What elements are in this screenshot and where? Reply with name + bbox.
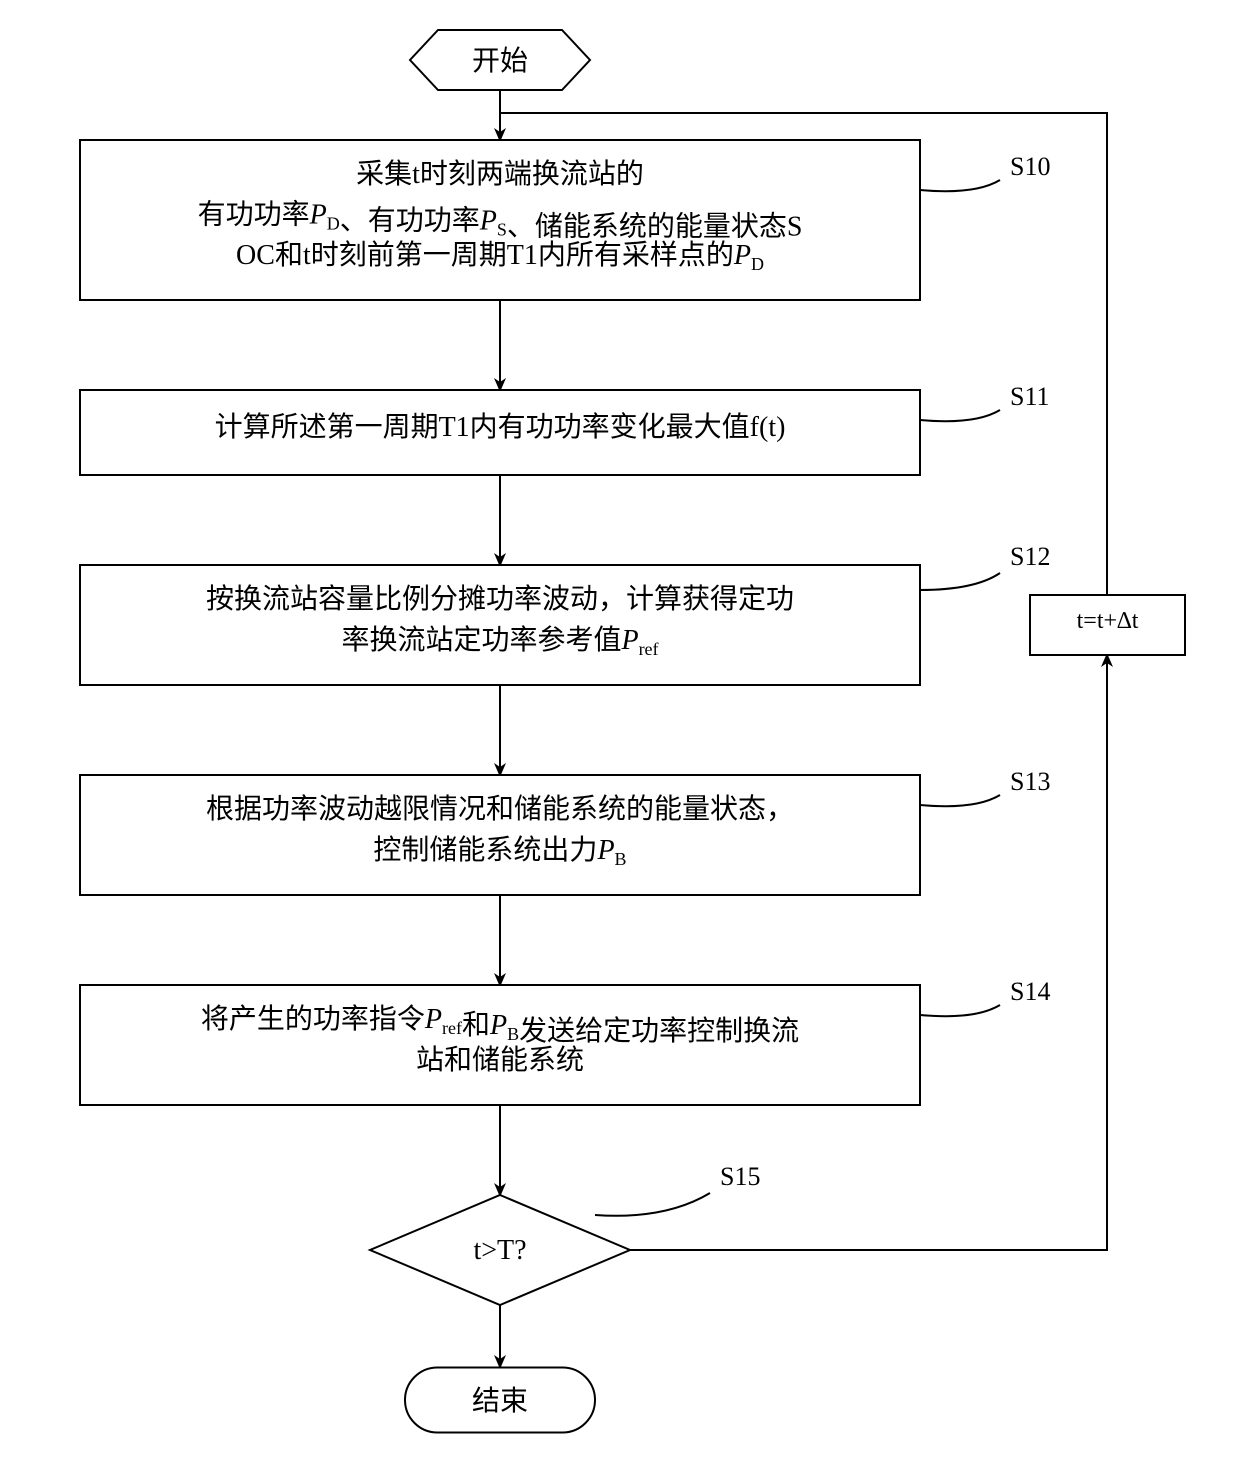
node-text: 控制储能系统出力PB bbox=[373, 834, 626, 869]
flowchart-canvas: 开始采集t时刻两端换流站的有功功率PD、有功功率PS、储能系统的能量状态SOC和… bbox=[0, 0, 1240, 1468]
svg-text:开始: 开始 bbox=[472, 45, 528, 77]
node-start: 开始 bbox=[410, 30, 590, 90]
svg-text:S11: S11 bbox=[1010, 382, 1050, 411]
node-text: 按换流站容量比例分摊功率波动，计算获得定功 bbox=[206, 583, 794, 615]
node-s12: 按换流站容量比例分摊功率波动，计算获得定功率换流站定功率参考值Pref bbox=[80, 565, 920, 685]
node-text: 计算所述第一周期T1内有功功率变化最大值f(t) bbox=[215, 411, 786, 443]
node-inc: t=t+∆t bbox=[1030, 595, 1185, 655]
node-text: 采集t时刻两端换流站的 bbox=[356, 158, 644, 190]
label-s14: S14 bbox=[920, 977, 1050, 1016]
svg-text:t>T?: t>T? bbox=[473, 1235, 526, 1266]
svg-text:S10: S10 bbox=[1010, 152, 1050, 181]
svg-text:S15: S15 bbox=[720, 1162, 760, 1191]
label-s13: S13 bbox=[920, 767, 1050, 806]
node-s14: 将产生的功率指令Pref和PB发送给定功率控制换流站和储能系统 bbox=[80, 985, 920, 1105]
node-s10: 采集t时刻两端换流站的有功功率PD、有功功率PS、储能系统的能量状态SOC和t时… bbox=[80, 140, 920, 300]
label-s12: S12 bbox=[920, 542, 1050, 590]
node-end: 结束 bbox=[405, 1368, 595, 1433]
label-s15: S15 bbox=[595, 1162, 760, 1216]
edge-s15-inc bbox=[630, 655, 1107, 1250]
svg-text:S12: S12 bbox=[1010, 542, 1050, 571]
svg-text:S14: S14 bbox=[1010, 977, 1050, 1006]
node-text: t=t+∆t bbox=[1077, 608, 1139, 634]
node-s11: 计算所述第一周期T1内有功功率变化最大值f(t) bbox=[80, 390, 920, 475]
svg-text:结束: 结束 bbox=[472, 1385, 528, 1417]
label-s10: S10 bbox=[920, 152, 1050, 191]
node-text: OC和t时刻前第一周期T1内所有采样点的PD bbox=[236, 239, 764, 274]
node-text: 根据功率波动越限情况和储能系统的能量状态， bbox=[206, 793, 794, 825]
node-s15: t>T? bbox=[370, 1195, 630, 1305]
label-s11: S11 bbox=[920, 382, 1050, 421]
node-text: 率换流站定功率参考值Pref bbox=[341, 624, 658, 659]
node-text: 站和储能系统 bbox=[416, 1044, 584, 1076]
svg-text:S13: S13 bbox=[1010, 767, 1050, 796]
node-s13: 根据功率波动越限情况和储能系统的能量状态， 控制储能系统出力PB bbox=[80, 775, 920, 895]
